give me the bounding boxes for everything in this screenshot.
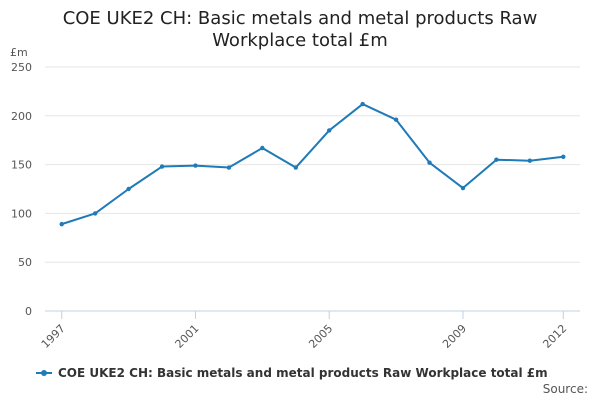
data-point — [260, 145, 265, 151]
series-layer — [59, 101, 566, 227]
grid-lines — [45, 66, 580, 263]
x-tick-label: 1997 — [39, 322, 68, 351]
y-tick-label: 200 — [11, 110, 32, 123]
x-tick-label: 2009 — [440, 322, 469, 351]
source-label: Source: — [542, 382, 588, 396]
data-point — [126, 186, 131, 192]
y-tick-label: 250 — [11, 61, 32, 74]
data-point — [427, 160, 432, 165]
legend[interactable]: COE UKE2 CH: Basic metals and metal prod… — [36, 366, 548, 380]
data-point — [59, 221, 64, 227]
data-point — [293, 165, 298, 170]
data-point — [360, 101, 365, 107]
y-tick-label: 150 — [11, 159, 32, 172]
legend-label: COE UKE2 CH: Basic metals and metal prod… — [58, 366, 548, 380]
chart-title: COE UKE2 CH: Basic metals and metal prod… — [0, 8, 600, 52]
x-tick-label: 2001 — [173, 322, 202, 351]
data-point — [159, 164, 165, 169]
data-point — [561, 154, 566, 159]
data-point — [527, 158, 533, 163]
x-tick-label: 2005 — [306, 322, 335, 351]
data-point — [193, 163, 198, 168]
data-point — [327, 128, 332, 133]
x-tick-label: 2012 — [540, 322, 569, 351]
data-point — [393, 117, 399, 122]
y-tick-label: 50 — [18, 256, 32, 269]
chart-title-line-2: Workplace total £m — [212, 30, 388, 51]
tick-labels: 0 50 100 150 200 250 £m 1997 2001 2005 2009 2012 — [10, 46, 569, 351]
data-point — [92, 211, 98, 216]
chart-title-line-1: COE UKE2 CH: Basic metals and metal prod… — [62, 8, 538, 29]
data-point — [226, 165, 232, 170]
data-point — [494, 157, 499, 162]
y-axis-label: £m — [10, 46, 28, 59]
data-point — [460, 185, 466, 191]
axes — [45, 310, 580, 319]
series-line-0 — [60, 103, 565, 226]
legend-swatch — [36, 370, 52, 376]
y-tick-label: 0 — [25, 305, 32, 318]
y-tick-label: 100 — [11, 207, 32, 220]
